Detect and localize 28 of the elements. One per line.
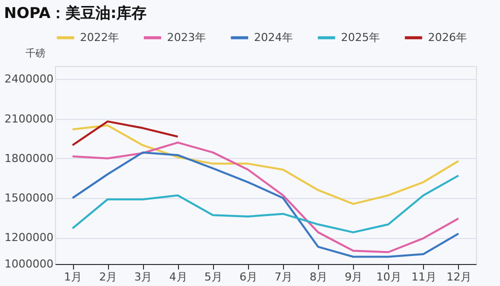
legend-label: 2025年: [341, 30, 380, 44]
line-series: [72, 124, 460, 205]
x-tick-label: 10月: [376, 270, 402, 284]
x-tick-label: 6月: [239, 270, 258, 284]
x-tick-label: 8月: [310, 270, 328, 284]
x-tick-label: 9月: [344, 270, 363, 284]
x-tick-label: 1月: [64, 270, 82, 284]
x-tick-label: 11月: [411, 270, 436, 284]
legend-label: 2022年: [80, 30, 119, 44]
y-tick-label: 2400000: [4, 72, 54, 86]
y-tick-label: 2100000: [4, 112, 54, 126]
line-series: [72, 120, 179, 146]
x-tick-label: 3月: [134, 270, 152, 284]
legend-label: 2024年: [254, 30, 293, 44]
x-tick-label: 5月: [204, 270, 222, 284]
y-tick-label: 1500000: [4, 192, 54, 204]
chart-title: NOPA：美豆油:库存: [4, 4, 147, 22]
x-tick-label: 7月: [274, 270, 293, 284]
legend-label: 2023年: [167, 30, 206, 44]
x-tick-label: 4月: [169, 270, 188, 284]
y-tick-label: 1000000: [4, 258, 54, 270]
x-tick-label: 12月: [446, 270, 472, 284]
y-axis-title: 千磅: [26, 48, 46, 60]
y-tick-label: 1200000: [4, 231, 54, 244]
line-series: [72, 174, 460, 234]
legend-label: 2026年: [428, 30, 467, 44]
x-tick-label: 2月: [99, 270, 118, 284]
y-tick-label: 1800000: [4, 152, 54, 165]
